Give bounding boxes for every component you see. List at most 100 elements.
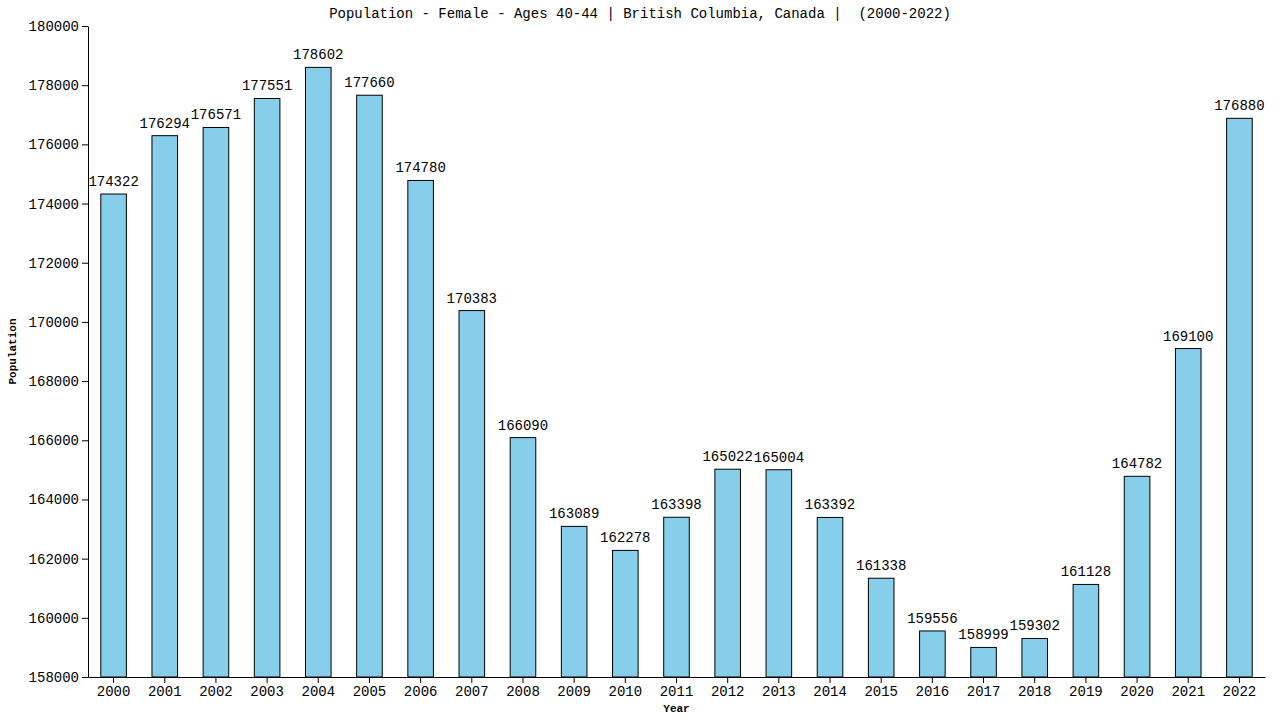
- y-tick: 168000: [29, 374, 88, 390]
- bar: [1073, 584, 1099, 677]
- y-axis-line: [88, 27, 89, 678]
- bar: [203, 127, 229, 677]
- x-tick-label: 2022: [1223, 684, 1257, 700]
- x-tick-label: 2011: [660, 684, 694, 700]
- y-tick-mark: [82, 144, 88, 145]
- data-labels: 1743221762941765711775511786021776601747…: [88, 47, 1264, 643]
- x-tick: 2012: [711, 677, 745, 700]
- bar: [561, 526, 587, 677]
- x-tick: 2010: [609, 677, 643, 700]
- x-tick-mark: [932, 677, 933, 683]
- x-tick-label: 2009: [557, 684, 591, 700]
- x-tick: 2009: [557, 677, 591, 700]
- y-tick-mark: [82, 559, 88, 560]
- x-tick-mark: [1034, 677, 1035, 683]
- bar: [101, 194, 127, 677]
- x-tick-label: 2004: [301, 684, 335, 700]
- x-tick-label: 2020: [1120, 684, 1154, 700]
- bar: [715, 469, 741, 677]
- x-tick-mark: [727, 677, 728, 683]
- bar: [1175, 349, 1201, 677]
- data-label: 177660: [344, 75, 394, 91]
- y-tick-label: 166000: [29, 433, 79, 449]
- bar: [664, 517, 690, 677]
- y-tick-mark: [82, 263, 88, 264]
- x-tick-mark: [471, 677, 472, 683]
- x-tick-mark: [1137, 677, 1138, 683]
- x-tick: 2017: [967, 677, 1001, 700]
- x-tick: 2019: [1069, 677, 1103, 700]
- data-label: 158999: [958, 627, 1008, 643]
- y-tick: 164000: [29, 492, 88, 508]
- y-tick-label: 160000: [29, 611, 79, 627]
- y-tick-label: 176000: [29, 137, 79, 153]
- x-tick: 2000: [97, 677, 131, 700]
- y-tick-mark: [82, 618, 88, 619]
- bar: [510, 438, 536, 677]
- x-tick: 2018: [1018, 677, 1052, 700]
- bar: [1227, 118, 1253, 677]
- x-tick-label: 2017: [967, 684, 1001, 700]
- x-tick-mark: [215, 677, 216, 683]
- x-tick-mark: [113, 677, 114, 683]
- data-label: 177551: [242, 78, 292, 94]
- x-tick: 2008: [506, 677, 540, 700]
- x-tick-mark: [676, 677, 677, 683]
- bar: [254, 98, 280, 677]
- y-tick-label: 170000: [29, 315, 79, 331]
- x-tick-mark: [983, 677, 984, 683]
- x-tick: 2007: [455, 677, 489, 700]
- x-tick-mark: [830, 677, 831, 683]
- x-tick-mark: [522, 677, 523, 683]
- x-tick-mark: [420, 677, 421, 683]
- y-tick: 166000: [29, 433, 88, 449]
- y-tick-mark: [82, 204, 88, 205]
- y-tick-label: 180000: [29, 19, 79, 35]
- data-label: 170383: [447, 291, 497, 307]
- bar: [459, 311, 485, 677]
- y-tick: 172000: [29, 256, 88, 272]
- y-tick: 174000: [29, 197, 88, 213]
- data-label: 163089: [549, 506, 599, 522]
- bar: [1124, 476, 1150, 677]
- data-label: 164782: [1112, 456, 1162, 472]
- y-tick-label: 162000: [29, 552, 79, 568]
- y-tick-mark: [82, 381, 88, 382]
- x-axis-title: Year: [663, 703, 689, 715]
- bar: [152, 136, 178, 677]
- data-label: 159556: [907, 611, 957, 627]
- x-tick-mark: [1239, 677, 1240, 683]
- data-label: 176294: [140, 116, 190, 132]
- bars: [101, 67, 1252, 677]
- bar: [868, 578, 894, 677]
- x-tick: 2022: [1223, 677, 1257, 700]
- x-tick-label: 2006: [404, 684, 438, 700]
- bar: [766, 470, 792, 677]
- x-tick: 2013: [762, 677, 796, 700]
- bar: [920, 631, 946, 677]
- bar: [971, 647, 997, 677]
- x-tick-label: 2007: [455, 684, 489, 700]
- data-label: 176880: [1214, 98, 1264, 114]
- bar: [357, 95, 383, 677]
- x-tick-mark: [625, 677, 626, 683]
- y-tick-label: 172000: [29, 256, 79, 272]
- title: Population - Female - Ages 40-44 | Briti…: [329, 6, 951, 22]
- x-tick-label: 2014: [813, 684, 847, 700]
- x-tick: 2001: [148, 677, 182, 700]
- bar: [305, 67, 331, 677]
- x-tick-label: 2019: [1069, 684, 1103, 700]
- data-label: 163392: [805, 497, 855, 513]
- y-tick-mark: [82, 85, 88, 86]
- data-label: 169100: [1163, 329, 1213, 345]
- y-axis-title: Population: [7, 318, 19, 384]
- x-tick-label: 2012: [711, 684, 745, 700]
- x-tick: 2016: [916, 677, 950, 700]
- y-tick-label: 164000: [29, 492, 79, 508]
- x-tick-label: 2013: [762, 684, 796, 700]
- x-tick: 2014: [813, 677, 847, 700]
- x-tick: 2011: [660, 677, 694, 700]
- x-tick: 2021: [1171, 677, 1205, 700]
- x-tick-label: 2015: [864, 684, 898, 700]
- x-tick: 2020: [1120, 677, 1154, 700]
